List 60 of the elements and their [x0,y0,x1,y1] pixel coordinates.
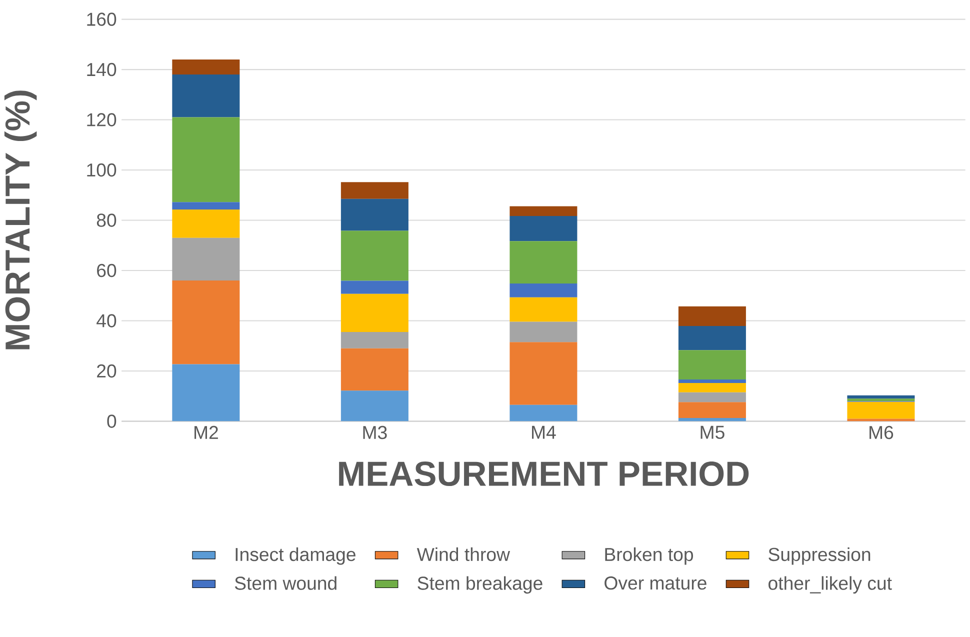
legend-label: Stem wound [234,576,336,590]
x-tick-label: M2 [194,426,218,440]
bar [510,342,578,405]
x-tick-label: M6 [870,426,894,440]
bar [510,216,578,242]
bar [340,332,408,348]
x-tick-label: M4 [532,426,556,439]
legend-label: Insect damage [236,547,356,565]
bar [678,418,746,422]
bar [678,326,746,350]
y-tick-label: 40 [96,314,116,328]
bar [172,202,240,210]
y-tick-label: 20 [97,364,116,378]
bar [847,418,915,422]
bar [172,280,240,364]
y-tick-label: 160 [87,12,116,26]
y-tick-label: 0 [107,414,116,428]
bar [172,60,240,75]
bar [172,364,240,422]
legend-label: Stem breakage [418,576,542,594]
bar [510,284,578,298]
y-tick-label: 80 [96,214,116,227]
bar [172,210,240,238]
bar [340,182,408,199]
bar [678,350,746,380]
bar [678,392,746,402]
x-tick-label: M3 [363,426,387,440]
bar [510,404,578,422]
legend-label: other_likely cut [768,576,892,594]
bar [510,241,578,284]
bar [678,383,746,392]
x-axis-title: MEASUREMENT PERIOD [339,462,749,486]
bar [172,74,240,118]
bar [510,322,578,342]
bar [678,380,746,384]
y-tick-label: 100 [87,163,116,177]
bar [510,297,578,322]
bar [510,206,578,216]
bar [172,117,240,202]
legend-label: Wind throw [416,547,510,562]
bar [678,402,746,418]
bar [172,238,240,281]
legend-label: Over mature [604,576,706,590]
y-tick-label: 120 [87,113,116,126]
y-tick-label: 60 [97,264,116,278]
bar [678,306,746,326]
bar [340,294,408,332]
bar [340,280,408,294]
bar [340,348,408,391]
y-tick-label: 140 [87,63,116,76]
bar [340,198,408,231]
bar [847,395,915,399]
y-axis-title: MORTALITY (%) [4,90,37,350]
bar [340,230,408,281]
bar [340,390,408,422]
bar [847,398,915,402]
bar [847,402,915,419]
x-tick-label: M5 [700,426,724,440]
legend-label: Broken top [605,547,694,565]
legend-label: Suppression [768,547,870,565]
